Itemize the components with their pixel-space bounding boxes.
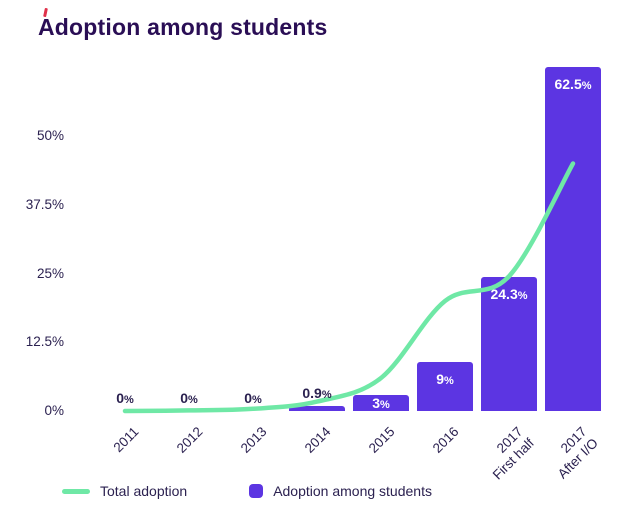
bar-value-label: 62.5%	[554, 76, 592, 93]
percent-sign: %	[321, 389, 332, 402]
y-axis-tick-label: 12.5%	[25, 334, 64, 350]
bar-value-label: 24.3%	[490, 286, 528, 303]
bar-value-label: 3%	[372, 395, 390, 412]
legend-label-total-adoption: Total adoption	[100, 483, 188, 499]
legend-item-total-adoption: Total adoption	[62, 483, 187, 499]
percent-sign: %	[124, 394, 134, 406]
bar-value-label: 0%	[116, 390, 134, 406]
percent-sign: %	[581, 80, 592, 93]
percent-sign: %	[188, 394, 198, 406]
percent-sign: %	[444, 374, 454, 387]
bar-value-label: 0%	[180, 390, 198, 406]
line-swatch-icon	[62, 488, 90, 494]
percent-sign: %	[252, 394, 262, 406]
bar-adoption-students	[289, 406, 345, 411]
adoption-combo-chart: 0% 12.5% 25% 37.5% 50% 2011 2012 2013 2014 2015 20…	[25, 67, 601, 483]
bar-adoption-students	[545, 67, 601, 411]
percent-sign: %	[380, 399, 390, 412]
chart-legend: Total adoption Adoption among students	[62, 483, 432, 499]
chart-title: Adoption among students	[38, 14, 328, 40]
y-axis-tick-label: 50%	[36, 128, 64, 143]
y-axis-tick-label: 25%	[36, 265, 64, 281]
legend-item-adoption-students: Adoption among students	[249, 483, 432, 499]
y-axis-tick-label: 0%	[44, 403, 64, 418]
bar-value-label: 0.9%	[302, 385, 332, 402]
percent-sign: %	[517, 290, 528, 303]
legend-label-adoption-students: Adoption among students	[273, 483, 432, 499]
y-axis-tick-label: 37.5%	[25, 196, 64, 212]
bar-value-label: 9%	[436, 370, 454, 387]
square-swatch-icon	[249, 484, 264, 498]
bar-value-label: 0%	[244, 390, 262, 406]
